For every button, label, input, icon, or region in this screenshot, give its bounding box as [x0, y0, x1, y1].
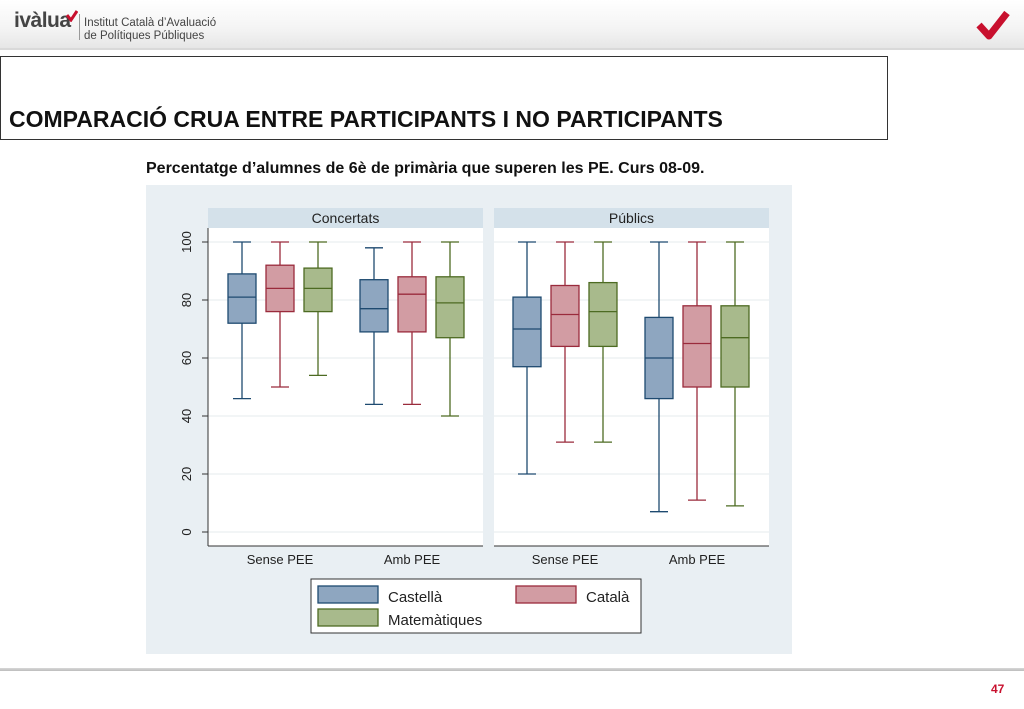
legend: Castellà Català Matemàtiques	[310, 578, 642, 634]
y-tick-label: 100	[179, 231, 194, 253]
legend-label: Matemàtiques	[388, 612, 482, 629]
y-tick-label: 20	[179, 467, 194, 481]
box-iqr	[588, 281, 618, 348]
panel-title: Públics	[609, 210, 654, 226]
institute-name-line2: de Polítiques Públiques	[84, 30, 205, 42]
y-tick-label: 40	[179, 409, 194, 423]
box-iqr	[359, 279, 389, 333]
panel-title: Concertats	[312, 210, 380, 226]
box-Matemàtiques	[435, 241, 465, 417]
box-Matemàtiques	[588, 241, 618, 443]
legend-key	[317, 585, 379, 604]
y-tick-label: 0	[179, 528, 194, 535]
box-Català	[397, 241, 427, 406]
boxplot-svg: Concertats Sense PEE Amb PEE Públics Sense P…	[146, 185, 792, 654]
brand-logo: ivàlua	[14, 9, 71, 32]
box-Matemàtiques	[720, 241, 750, 507]
legend-key	[515, 585, 577, 604]
panel-header-bg	[208, 208, 483, 228]
x-tick-label: Sense PEE	[247, 552, 314, 567]
x-tick-label: Amb PEE	[384, 552, 441, 567]
slide-header: ivàlua Institut Català d’Avaluació de Po…	[0, 0, 1024, 50]
x-tick-label: Sense PEE	[532, 552, 599, 567]
header-divider	[79, 14, 80, 40]
y-tick-label: 80	[179, 293, 194, 307]
y-tick-label: 60	[179, 351, 194, 365]
box-Català	[265, 241, 295, 388]
brand-check-icon	[66, 10, 78, 22]
box-iqr	[303, 267, 333, 313]
boxplot-chart: Concertats Sense PEE Amb PEE Públics Sense P…	[146, 185, 792, 654]
box-Castellà	[359, 247, 389, 406]
box-Matemàtiques	[303, 241, 333, 377]
box-iqr	[682, 305, 712, 388]
box-iqr	[227, 273, 257, 324]
legend-key	[317, 608, 379, 627]
box-Català	[682, 241, 712, 501]
box-iqr	[397, 276, 427, 333]
title-box	[0, 56, 888, 140]
legend-label: Català	[586, 589, 630, 606]
footer-divider	[0, 668, 1024, 671]
box-iqr	[550, 284, 580, 348]
panel-header-bg	[494, 208, 769, 228]
box-iqr	[435, 276, 465, 339]
y-axis: 0 20 40 60 80 100	[179, 228, 209, 546]
box-iqr	[512, 296, 542, 368]
x-tick-label: Amb PEE	[669, 552, 726, 567]
box-Castellà	[644, 241, 674, 513]
box-Català	[550, 241, 580, 443]
legend-label: Castellà	[388, 589, 443, 606]
page-number: 47	[991, 682, 1005, 696]
box-layer	[227, 241, 750, 513]
box-iqr	[720, 305, 750, 388]
corner-check-icon	[976, 10, 1010, 40]
box-Castellà	[512, 241, 542, 475]
chart-subtitle: Percentatge d’alumnes de 6è de primària …	[146, 160, 705, 177]
box-Castellà	[227, 241, 257, 400]
slide-title: COMPARACIÓ CRUA ENTRE PARTICIPANTS I NO …	[9, 106, 723, 132]
institute-name-line1: Institut Català d’Avaluació	[84, 17, 217, 29]
